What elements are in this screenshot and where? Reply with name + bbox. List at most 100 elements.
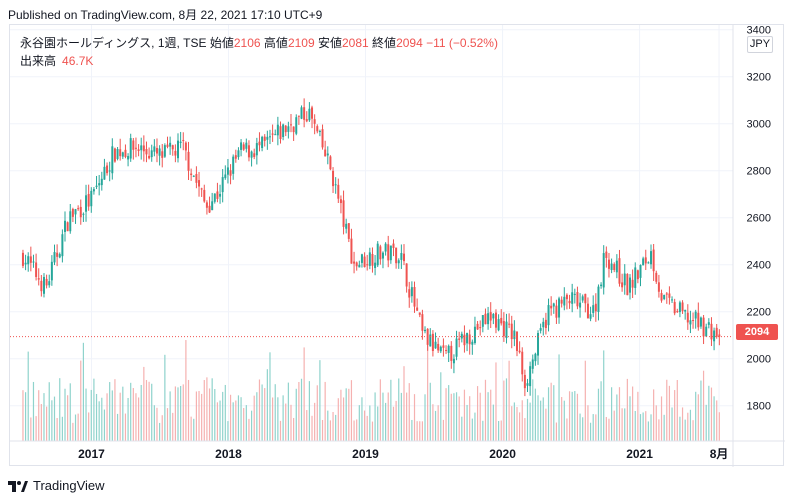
volume-bar (243, 407, 245, 441)
volume-bar (335, 414, 337, 441)
volume-bar (406, 392, 408, 441)
candle-body (402, 253, 405, 262)
candle-body (145, 149, 148, 155)
volume-bar (692, 420, 694, 441)
candle-body (263, 136, 266, 141)
candle-body (434, 341, 437, 349)
volume-bar (166, 408, 169, 441)
volume-bar (540, 400, 542, 441)
volume-bar (658, 419, 660, 441)
volume-bar (201, 393, 203, 441)
volume-bar (340, 389, 342, 441)
volume-bar (584, 360, 586, 441)
volume-bar (448, 385, 450, 441)
candle-body (694, 311, 697, 319)
candle-body (300, 107, 303, 119)
symbol-label[interactable]: 永谷園ホールディングス, 1週, TSE (20, 36, 207, 50)
candle-body (471, 341, 474, 345)
volume-bar (300, 378, 303, 441)
candle-body (565, 294, 568, 300)
time-tick-label: 2019 (352, 447, 379, 461)
volume-bar (624, 408, 626, 441)
candle-body (290, 124, 293, 126)
volume-bar (718, 412, 720, 441)
candle-body (547, 305, 550, 326)
volume-bar (453, 393, 455, 441)
candle-body (100, 178, 103, 186)
volume-bar (27, 351, 29, 441)
volume-bar (216, 402, 219, 441)
volume-bar (366, 415, 368, 441)
volume-bar (471, 418, 473, 441)
candle-body (705, 326, 708, 337)
volume-bar (74, 414, 77, 441)
candle-body (581, 296, 584, 301)
candle-body (552, 303, 555, 307)
candle-body (150, 150, 153, 158)
price-tick-label: 2600 (747, 213, 771, 225)
last-price-tag: 2094 (736, 324, 778, 340)
candle-body (195, 173, 198, 183)
candle-body (397, 260, 400, 264)
candle-body (79, 206, 82, 218)
candle-body (64, 220, 67, 232)
candle-body (148, 155, 151, 159)
volume-bar (82, 342, 85, 441)
candle-body (276, 124, 279, 136)
volume-bar (479, 392, 481, 441)
volume-bar (122, 386, 124, 441)
candle-body (24, 262, 27, 265)
volume-bar (59, 378, 61, 441)
volume-bar (356, 419, 358, 441)
candle-body (623, 273, 626, 286)
volume-bar (88, 412, 90, 441)
volume-bar (80, 360, 82, 441)
candle-body (213, 193, 216, 202)
volume-bar (85, 388, 87, 441)
volume-bar (306, 410, 308, 441)
footer-brand[interactable]: TradingView (8, 478, 105, 493)
volume-bar (558, 354, 560, 441)
volume-bar (385, 402, 387, 441)
volume-bar (524, 418, 526, 441)
volume-bar (311, 415, 313, 441)
volume-bar (411, 419, 413, 441)
volume-value: 46.7K (62, 54, 94, 68)
volume-bar (516, 407, 518, 441)
currency-badge[interactable]: JPY (747, 36, 773, 53)
candle-body (710, 323, 713, 340)
volume-bar (655, 405, 657, 441)
volume-bar (413, 394, 416, 441)
candle-body (665, 293, 668, 295)
candle-body (439, 346, 442, 352)
volume-bar (180, 385, 182, 441)
candle-body (437, 343, 440, 351)
volume-bar (211, 378, 213, 441)
price-tick-label: 3000 (747, 119, 771, 131)
volume-bar (232, 402, 234, 441)
volume-bar (98, 401, 100, 441)
candle-body (155, 147, 158, 154)
price-chart[interactable]: 1800 2000 2200 2400 2600 2800 3000 3200 3400 201… (10, 25, 785, 467)
chart-frame[interactable]: 1800 2000 2200 2400 2600 2800 3000 3200 3400 201… (9, 24, 785, 467)
volume-bar (277, 397, 279, 441)
candle-body (515, 331, 518, 351)
candle-body (699, 317, 702, 327)
candle-body (484, 313, 487, 325)
volume-bar (716, 400, 718, 441)
candle-body (489, 312, 492, 321)
candle-body (90, 190, 93, 207)
candle-body (311, 107, 314, 119)
volume-bar (119, 392, 121, 441)
volume-bar (135, 393, 137, 441)
volume-bar (702, 370, 705, 441)
volume-bar (282, 395, 284, 441)
volume-bar (432, 404, 434, 441)
volume-bar (371, 421, 374, 441)
volume-bar (608, 418, 610, 441)
candle-body (21, 252, 24, 266)
grid (10, 25, 733, 441)
candle-body (366, 264, 369, 266)
candle-body (295, 117, 298, 134)
candle-body (368, 252, 371, 266)
